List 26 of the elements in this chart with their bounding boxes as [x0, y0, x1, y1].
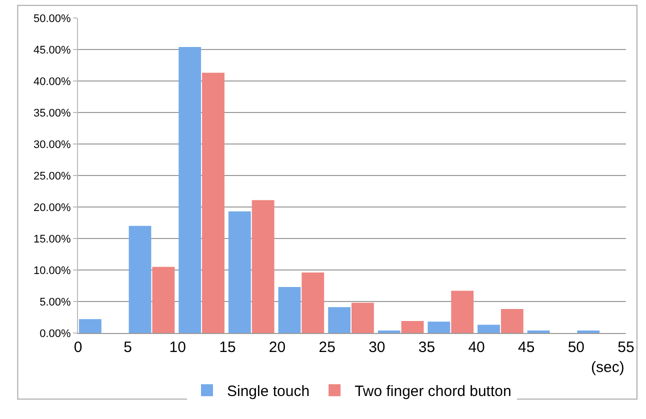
x-tick-label: 20	[268, 339, 286, 356]
y-tick-label: 0.00%	[40, 328, 72, 340]
y-tick-label: 10.00%	[33, 264, 72, 277]
legend-label: Single touch	[227, 383, 310, 400]
x-tick-label: 45	[518, 339, 535, 356]
x-tick-label: 40	[468, 339, 485, 356]
y-tick-label: 50.00%	[33, 12, 72, 25]
y-tick-label: 25.00%	[33, 170, 72, 182]
x-tick-label: 25	[318, 339, 336, 356]
x-tick-label: 5	[124, 339, 132, 356]
x-tick-label: 50	[568, 339, 585, 356]
x-tick-label: 0	[74, 339, 82, 356]
y-tick-label: 45.00%	[33, 44, 72, 56]
x-tick-label: 35	[418, 339, 436, 356]
x-tick-label: 55	[618, 339, 634, 356]
legend-label: Two finger chord button	[354, 383, 512, 400]
y-tick-label: 5.00%	[40, 296, 72, 308]
x-tick-label: 15	[219, 339, 236, 356]
y-tick-label: 30.00%	[33, 138, 72, 151]
y-tick-label: 20.00%	[33, 202, 72, 214]
y-tick-label: 35.00%	[33, 107, 72, 120]
x-axis-title: (sec)	[591, 359, 624, 376]
y-tick-label: 40.00%	[33, 76, 72, 88]
x-tick-label: 30	[368, 339, 386, 356]
y-tick-label: 15.00%	[33, 233, 72, 246]
x-tick-label: 10	[169, 339, 186, 356]
